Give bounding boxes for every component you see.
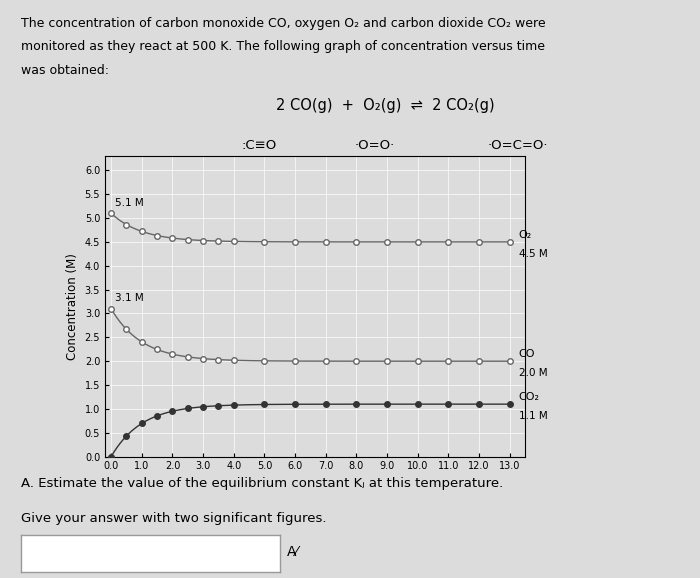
Text: 1.1 M: 1.1 M — [519, 411, 547, 421]
Text: 2.0 M: 2.0 M — [519, 368, 547, 378]
Text: CO: CO — [519, 349, 536, 359]
Text: 5.1 M: 5.1 M — [115, 198, 144, 208]
Text: 4.5 M: 4.5 M — [519, 249, 547, 259]
Text: 2 CO(g)  +  O₂(g)  ⇌  2 CO₂(g): 2 CO(g) + O₂(g) ⇌ 2 CO₂(g) — [276, 98, 494, 113]
Text: Give your answer with two significant figures.: Give your answer with two significant fi… — [21, 512, 326, 524]
Text: ·O=C=O·: ·O=C=O· — [488, 139, 548, 151]
Text: 3.1 M: 3.1 M — [115, 293, 144, 303]
Text: monitored as they react at 500 K. The following graph of concentration versus ti: monitored as they react at 500 K. The fo… — [21, 40, 545, 53]
Text: CO₂: CO₂ — [519, 392, 540, 402]
Text: O₂: O₂ — [519, 230, 532, 240]
Text: The concentration of carbon monoxide CO, oxygen O₂ and carbon dioxide CO₂ were: The concentration of carbon monoxide CO,… — [21, 17, 545, 30]
Text: ·O=O·: ·O=O· — [354, 139, 395, 151]
Text: A. Estimate the value of the equilibrium constant Kⱼ at this temperature.: A. Estimate the value of the equilibrium… — [21, 477, 503, 490]
Y-axis label: Concentration (M): Concentration (M) — [66, 253, 79, 360]
Text: was obtained:: was obtained: — [21, 64, 109, 76]
Text: :C≡O: :C≡O — [241, 139, 276, 151]
Text: A⁄: A⁄ — [287, 545, 299, 559]
